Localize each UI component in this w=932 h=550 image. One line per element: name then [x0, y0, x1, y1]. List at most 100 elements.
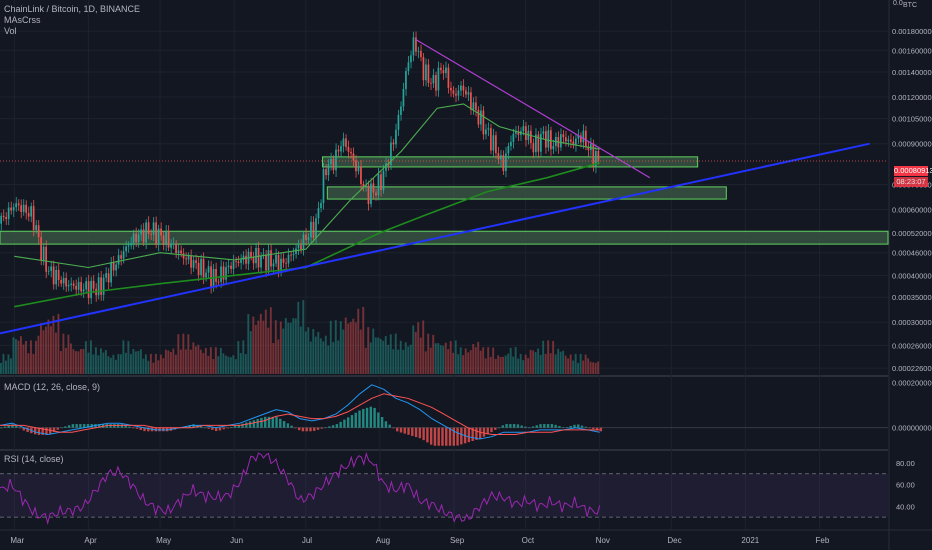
macd-histogram-bar	[147, 427, 150, 432]
candle-body	[192, 260, 195, 268]
candle-body	[30, 206, 32, 217]
candle-body	[550, 130, 552, 150]
candle-body	[162, 235, 165, 246]
volume-bar	[247, 314, 250, 374]
volume-bar	[109, 357, 112, 374]
volume-bar	[82, 348, 85, 374]
volume-bar	[537, 348, 540, 374]
indicator-ma-label[interactable]: MAsCrss	[4, 15, 41, 25]
macd-histogram-bar	[539, 424, 542, 428]
candle-body	[147, 222, 150, 235]
candle-body	[210, 266, 212, 288]
volume-bar	[579, 353, 582, 374]
indicator-vol-label[interactable]: Vol	[4, 26, 17, 36]
volume-bar	[39, 323, 42, 374]
volume-bar	[517, 358, 520, 374]
candle-body	[565, 137, 567, 142]
macd-histogram-bar	[49, 427, 52, 435]
candle-body	[265, 254, 267, 271]
macd-histogram-bar	[260, 417, 263, 428]
candle-body	[492, 135, 495, 151]
candle-body	[152, 222, 155, 235]
macd-histogram-bar	[335, 424, 339, 428]
macd-histogram-bar	[422, 427, 425, 441]
volume-bar	[29, 340, 32, 374]
volume-bar	[587, 358, 590, 374]
volume-bar	[479, 350, 482, 374]
volume-bar	[19, 336, 22, 374]
volume-bar	[554, 354, 557, 374]
candle-body	[222, 266, 225, 280]
volume-bar	[594, 362, 597, 374]
candle-body	[202, 258, 205, 278]
macd-histogram-bar	[86, 424, 90, 428]
candle-body	[307, 237, 310, 240]
candle-body	[115, 264, 117, 271]
macd-histogram-bar	[267, 416, 271, 428]
candle-body	[589, 143, 592, 151]
volume-bar	[454, 340, 457, 374]
candle-body	[237, 261, 240, 263]
candle-body	[5, 216, 7, 220]
candle-body	[577, 135, 580, 139]
candle-body	[407, 62, 410, 72]
candle-body	[432, 74, 435, 84]
candle-body	[120, 255, 122, 259]
macd-histogram-bar	[0, 427, 3, 429]
macd-histogram-bar	[124, 425, 127, 428]
volume-bar	[299, 326, 302, 374]
macd-histogram-bar	[82, 424, 86, 428]
volume-bar	[552, 340, 555, 374]
time-tick-label: Dec	[667, 536, 681, 545]
candle-body	[52, 266, 55, 285]
volume-bar	[137, 350, 140, 374]
volume-bar	[147, 360, 150, 374]
macd-legend[interactable]: MACD (12, 26, close, 9)	[4, 382, 101, 392]
volume-bar	[62, 333, 65, 374]
volume-bar	[514, 347, 517, 374]
volume-bar	[494, 358, 497, 374]
volume-bar	[124, 352, 127, 374]
volume-bar	[427, 333, 430, 374]
price-tick-label: 0.00120000	[892, 93, 932, 102]
macd-histogram-bar	[339, 421, 342, 428]
volume-bar	[4, 360, 7, 374]
support-zone	[322, 156, 699, 168]
candle-body	[67, 284, 70, 287]
candle-body	[372, 183, 375, 193]
candle-body	[217, 281, 220, 283]
time-tick-label: Feb	[815, 536, 829, 545]
macd-tick-label: 0.00020000	[892, 379, 932, 388]
macd-histogram-bar	[207, 427, 210, 429]
rsi-legend[interactable]: RSI (14, close)	[4, 454, 64, 464]
volume-bar	[179, 349, 182, 374]
candle-body	[360, 166, 362, 185]
candle-body	[97, 277, 100, 296]
volume-bar	[47, 319, 50, 374]
symbol-title[interactable]: ChainLink / Bitcoin, 1D, BINANCE	[4, 4, 141, 14]
volume-bar	[104, 350, 107, 374]
volume-bar	[447, 349, 450, 374]
macd-histogram-bar	[98, 424, 101, 428]
macd-histogram-bar	[301, 427, 305, 432]
volume-bar	[414, 331, 417, 374]
volume-bar	[492, 347, 495, 374]
volume-bar	[484, 358, 487, 374]
candle-body	[452, 90, 455, 94]
candle-body	[425, 64, 427, 81]
macd-histogram-bar	[222, 427, 225, 430]
macd-histogram-bar	[230, 427, 233, 428]
macd-histogram-bar	[350, 415, 354, 428]
candle-body	[352, 153, 355, 161]
volume-bar	[232, 355, 235, 374]
volume-bar	[67, 334, 70, 374]
volume-bar	[117, 354, 120, 374]
volume-bar	[532, 350, 535, 374]
volume-bar	[74, 351, 77, 374]
macd-histogram-bar	[565, 427, 569, 428]
time-tick-label: Sep	[450, 536, 465, 545]
macd-histogram-bar	[475, 427, 478, 440]
candle-body	[180, 250, 182, 254]
candle-body	[305, 234, 307, 240]
